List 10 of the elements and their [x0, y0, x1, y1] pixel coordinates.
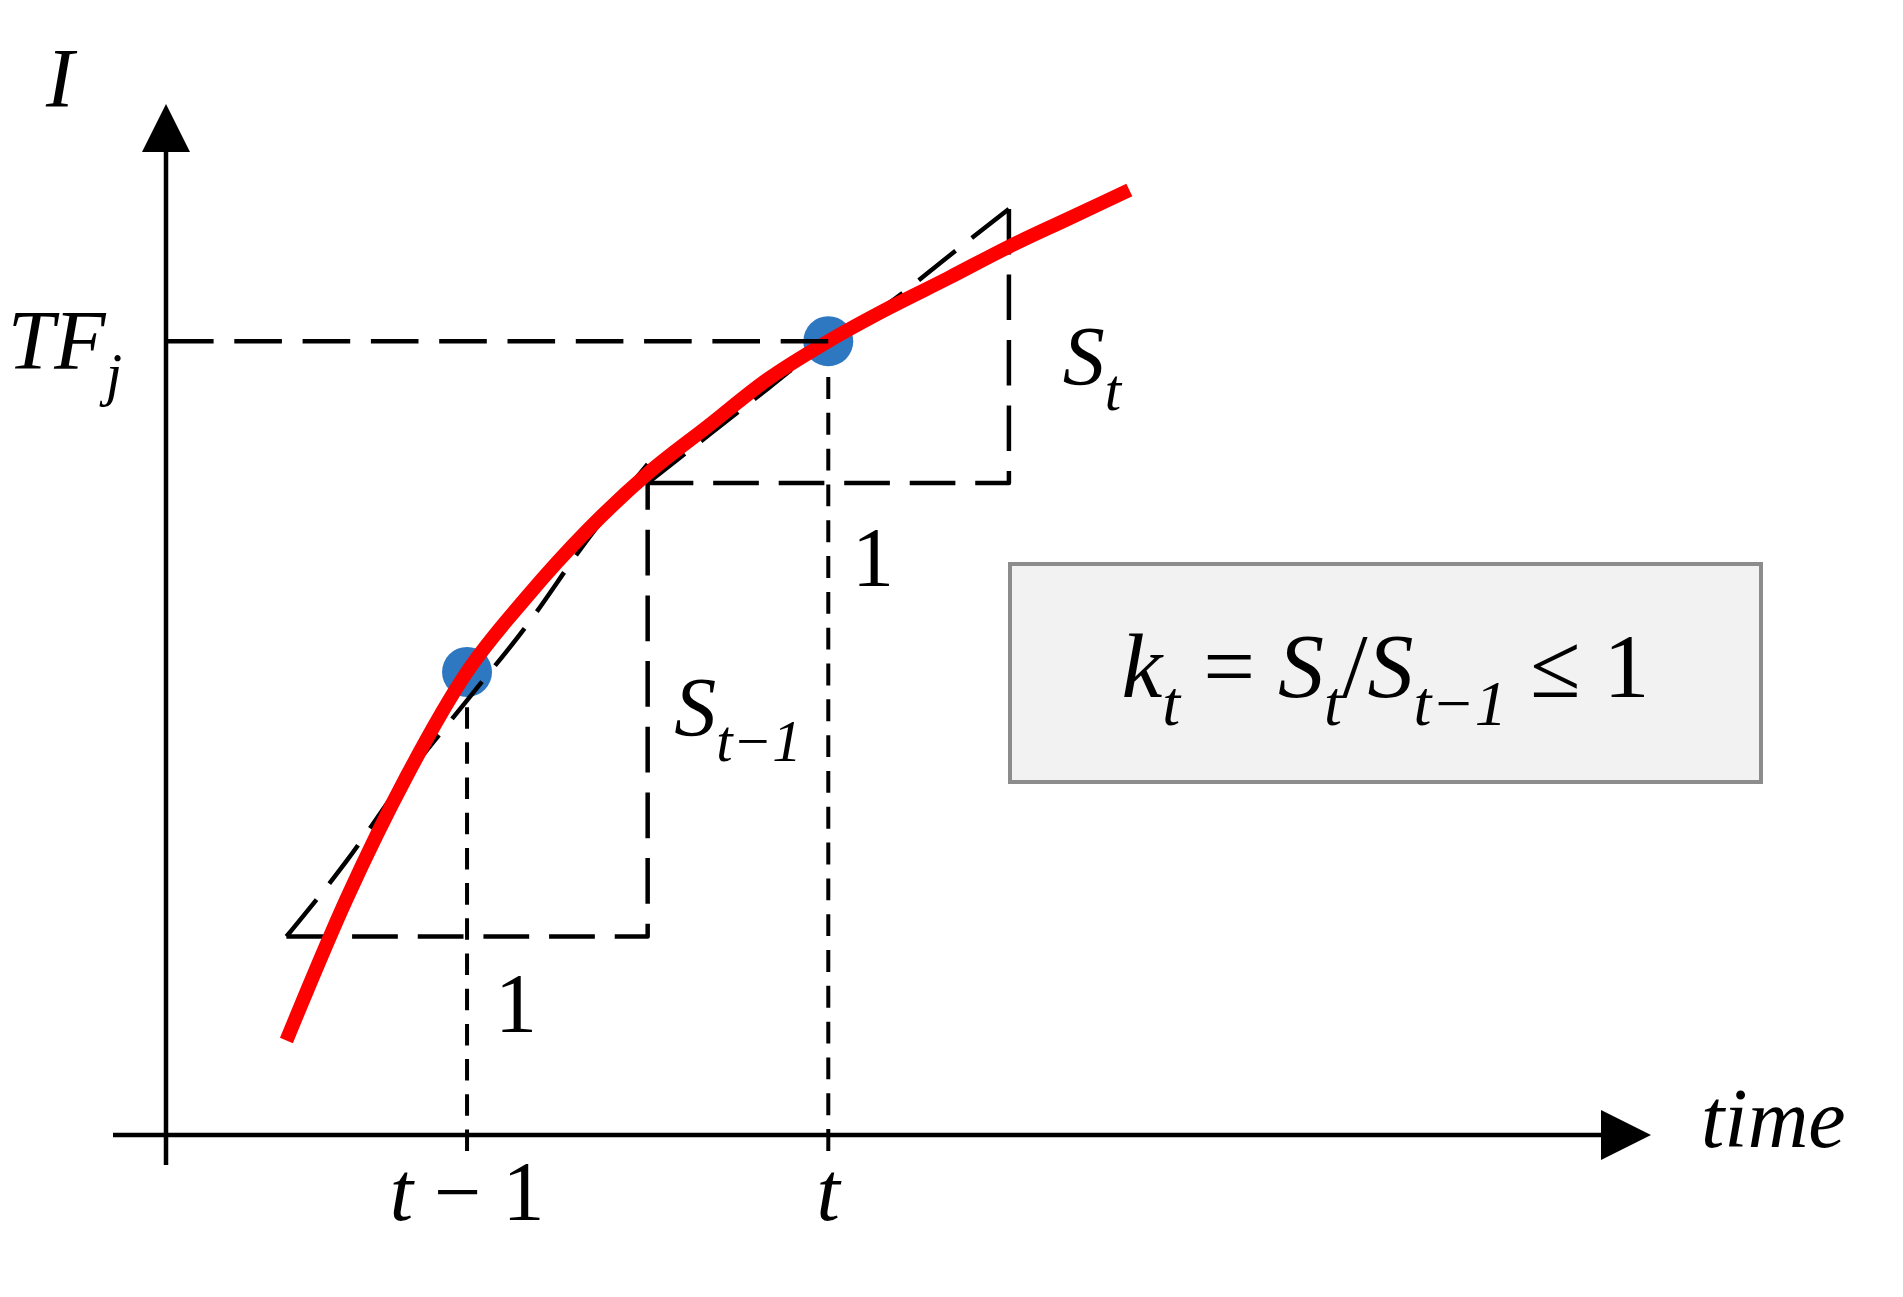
- x-axis-title: time: [1701, 1072, 1846, 1165]
- x-tick-label: t: [816, 1145, 843, 1238]
- annotation: 1: [495, 957, 537, 1051]
- annotation: S$_{t−1}$: [674, 661, 802, 775]
- annotation: 1: [852, 511, 894, 605]
- x-tick-label: t − 1: [389, 1145, 545, 1238]
- series-label: TF$_{j}$: [7, 294, 122, 408]
- annotation: S$_{t}$: [1062, 310, 1123, 424]
- text: k$_{t}$ = S$_{t}$/S$_{t−1}$ ≤ 1: [1121, 615, 1650, 739]
- y-axis-title: I: [45, 32, 79, 125]
